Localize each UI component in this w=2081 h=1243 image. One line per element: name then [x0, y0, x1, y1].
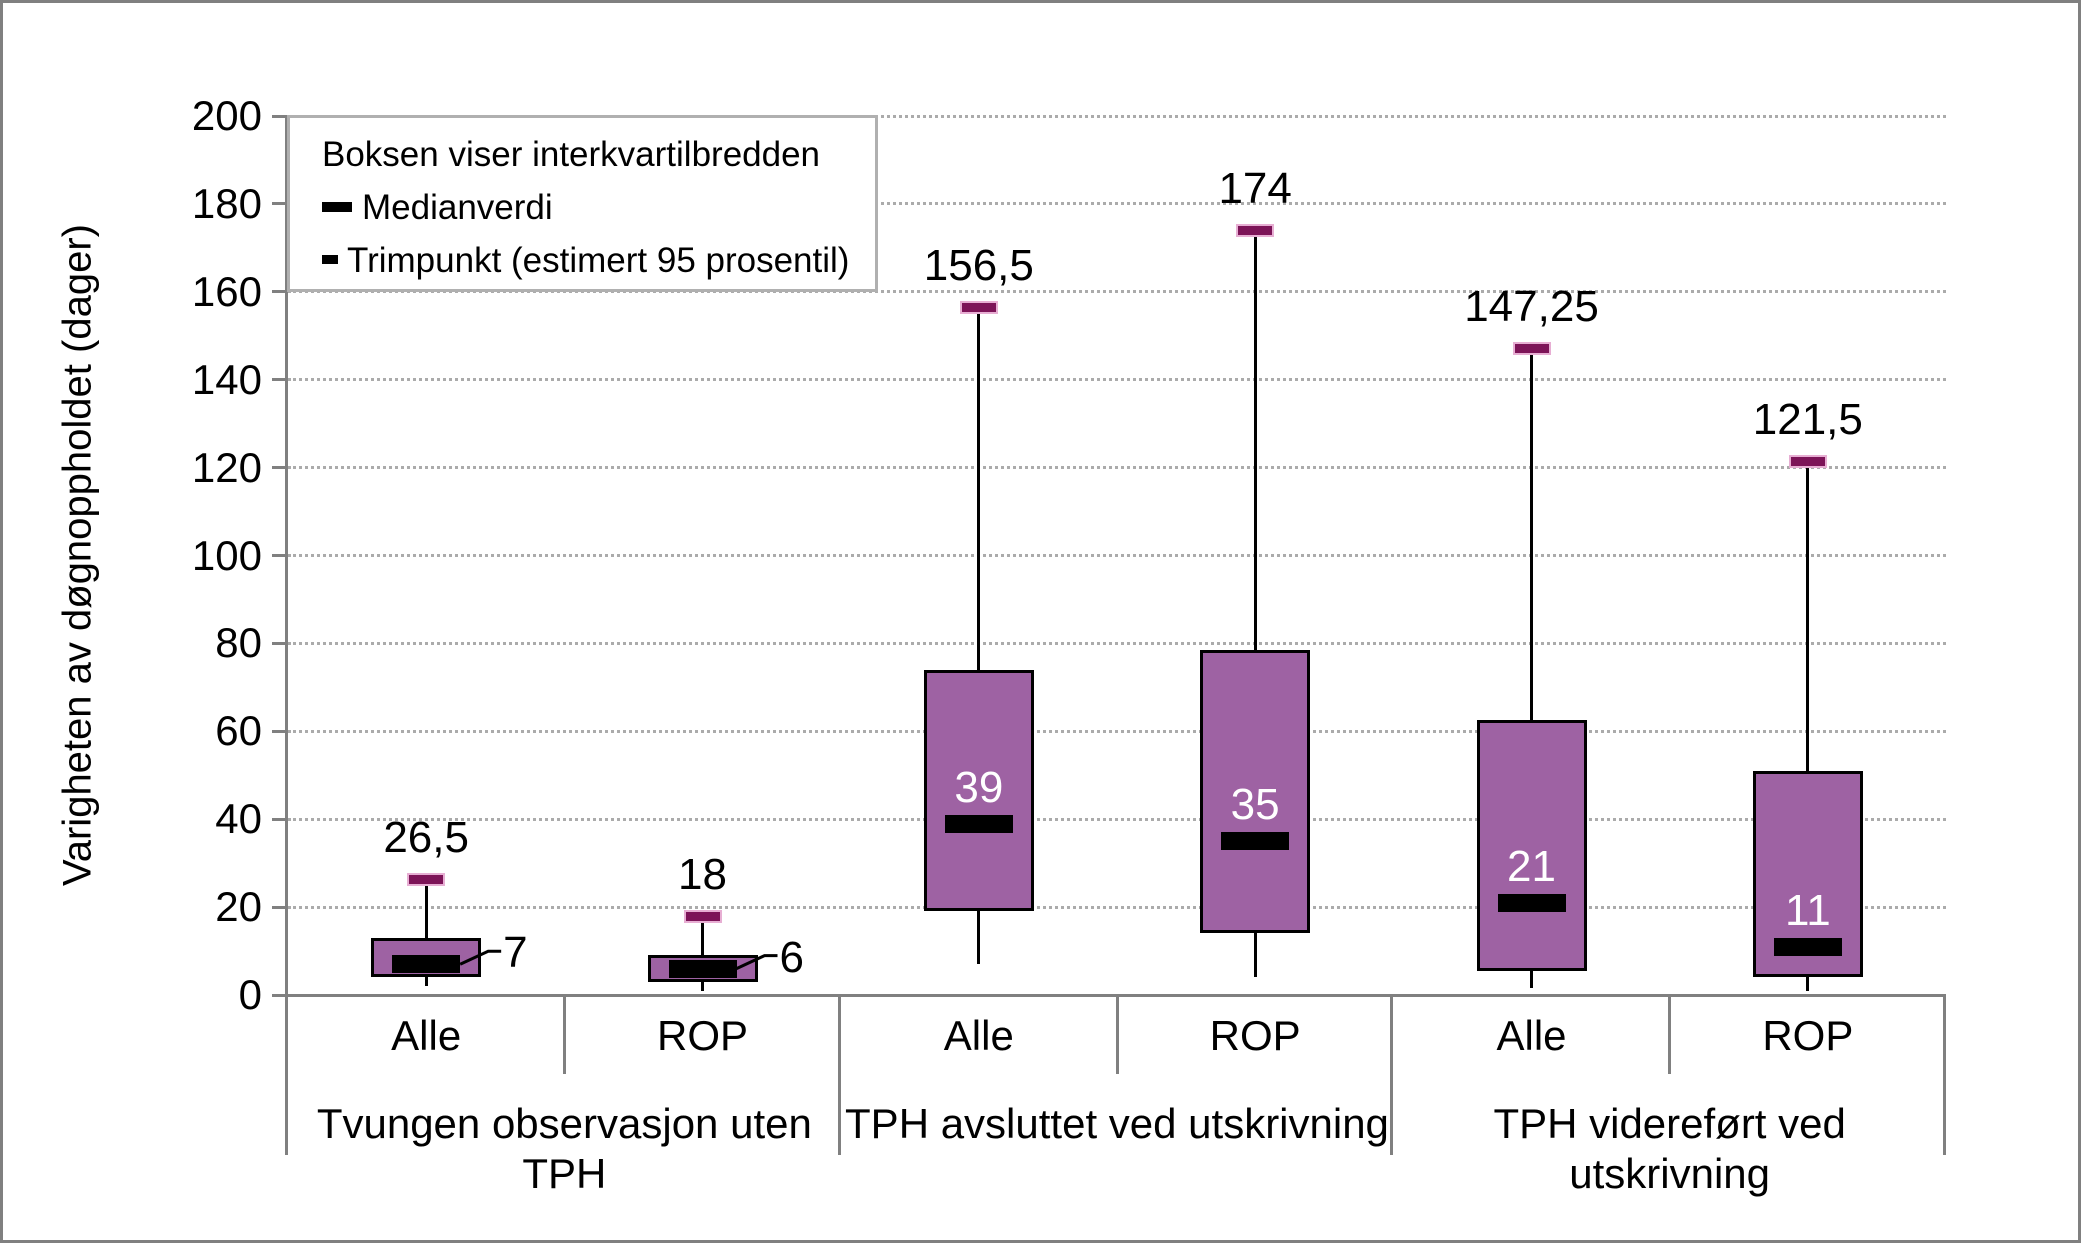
median-value-label: 35 [1230, 780, 1280, 830]
gridline [288, 114, 1946, 118]
trimpoint-marker [1512, 341, 1551, 355]
y-axis-line [285, 116, 288, 1155]
trimpoint-value-label: 121,5 [1752, 395, 1863, 444]
median-dash-icon [322, 201, 352, 212]
y-tick-label: 80 [215, 619, 262, 667]
gridline [288, 378, 1946, 382]
legend-note: Boksen viser interkvartilbredden [322, 135, 821, 174]
y-axis-tick [272, 466, 288, 470]
trimpoint-value-label: 174 [1218, 164, 1292, 214]
median-value-label: 21 [1507, 841, 1556, 891]
legend-median-item: Medianverdi [322, 181, 875, 234]
y-tick-label: 20 [215, 883, 262, 931]
trimpoint-value-label: 18 [678, 849, 727, 899]
group-divider [837, 995, 841, 1155]
y-axis-tick [272, 729, 288, 733]
gridline [288, 290, 1946, 294]
trimpoint-value-label: 26,5 [383, 812, 469, 862]
y-tick-label: 100 [191, 531, 262, 579]
group-divider [1390, 995, 1394, 1155]
box [1752, 770, 1863, 978]
gridline [288, 202, 1946, 206]
gridline [288, 729, 1946, 733]
whisker [701, 915, 704, 991]
median-bar [944, 814, 1013, 833]
whisker [1806, 461, 1810, 991]
boxplot-plot-area: 0 20 40 60 80 100 120 140 160 180 200 26,5 7 Alle 18 6 R… [3, 3, 2078, 1240]
y-tick-label: 160 [191, 267, 262, 315]
y-axis-tick [272, 817, 288, 821]
gridline [288, 817, 1946, 821]
y-axis-title: Varigheten av døgnoppholdet (dager) [55, 224, 100, 886]
box [923, 669, 1034, 912]
y-axis-tick [272, 905, 288, 909]
gridline [288, 641, 1946, 645]
category-label: ROP [1762, 1012, 1854, 1059]
gridline [288, 905, 1946, 909]
whisker [1530, 347, 1533, 989]
legend: Boksen viser interkvartilbredden Medianv… [287, 115, 878, 292]
median-value-label: 11 [1784, 885, 1831, 935]
category-divider [1668, 995, 1672, 1074]
y-axis-tick [272, 641, 288, 645]
median-value-label: 6 [779, 932, 804, 982]
category-label: Alle [391, 1012, 462, 1059]
median-bar [1773, 937, 1842, 956]
group-label: TPH avsluttet ved utskrivning [845, 1100, 1389, 1147]
legend-median-label: Medianverdi [362, 188, 553, 227]
box [1476, 720, 1587, 971]
y-axis-tick [272, 378, 288, 382]
y-axis-tick [272, 554, 288, 557]
whisker [1253, 230, 1257, 978]
y-tick-label: 140 [191, 355, 262, 403]
trimpoint-marker [407, 872, 446, 886]
median-value-label: 7 [503, 928, 528, 978]
category-label: Alle [943, 1012, 1014, 1059]
y-axis-tick [272, 993, 288, 997]
whisker [424, 878, 428, 987]
y-tick-label: 0 [238, 971, 262, 1018]
trimpoint-marker [683, 909, 722, 923]
y-axis-tick [272, 202, 288, 206]
y-axis-tick [272, 114, 288, 118]
trimpoint-marker [959, 301, 998, 315]
y-tick-label: 200 [191, 92, 262, 139]
trimpoint-dash-icon [322, 255, 338, 265]
y-tick-label: 40 [215, 795, 262, 843]
median-value-label: 39 [954, 762, 1004, 812]
group-label: Tvungen observasjon uten TPH [316, 1100, 812, 1197]
median-bar [392, 955, 461, 974]
group-divider [1943, 995, 1946, 1155]
category-label: ROP [1209, 1012, 1301, 1059]
category-label: ROP [656, 1012, 748, 1059]
category-label: Alle [1496, 1012, 1567, 1059]
legend-trim-item: Trimpunkt (estimert 95 prosentil) [322, 234, 875, 287]
trimpoint-marker [1236, 224, 1275, 238]
category-divider [1115, 995, 1119, 1074]
y-tick-label: 60 [215, 707, 262, 755]
box [1200, 649, 1311, 934]
category-divider [562, 995, 566, 1074]
trimpoint-value-label: 147,25 [1464, 281, 1599, 331]
group-label: TPH videreført ved utskrivning [1493, 1100, 1846, 1197]
gridline [288, 466, 1946, 470]
median-bar [1221, 832, 1290, 851]
trimpoint-value-label: 156,5 [923, 241, 1034, 291]
median-bar [1497, 893, 1566, 912]
y-tick-label: 120 [191, 443, 262, 491]
legend-trim-label: Trimpunkt (estimert 95 prosentil) [347, 241, 850, 280]
gridline [288, 554, 1946, 557]
y-axis-tick [272, 290, 288, 294]
median-bar [668, 959, 737, 978]
whisker [977, 307, 981, 965]
trimpoint-marker [1788, 455, 1827, 468]
y-tick-label: 180 [191, 179, 262, 227]
